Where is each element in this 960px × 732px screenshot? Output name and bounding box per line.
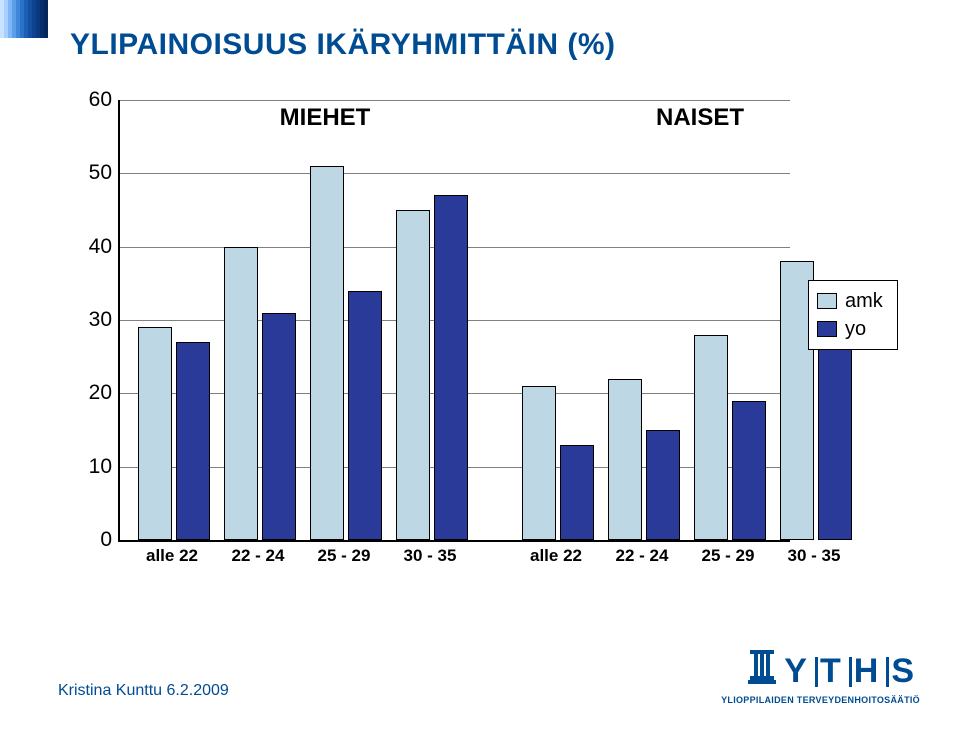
bar-yo bbox=[646, 430, 680, 540]
page-title: YLIPAINOISUUS IKÄRYHMITTÄIN (%) bbox=[70, 28, 616, 62]
bar-amk bbox=[522, 386, 556, 540]
bar-yo bbox=[348, 291, 382, 540]
plot-area: MIEHET NAISET bbox=[118, 100, 790, 542]
y-tick-label: 0 bbox=[72, 528, 112, 552]
bar-chart: MIEHET NAISET 0 10 20 30 40 50 60 alle 22 22 - 24… bbox=[70, 90, 790, 600]
legend: amk yo bbox=[808, 280, 898, 350]
legend-swatch bbox=[817, 293, 837, 309]
legend-item-amk: amk bbox=[817, 287, 889, 315]
legend-label: amk bbox=[845, 290, 883, 313]
bar-yo bbox=[818, 327, 852, 540]
y-tick-label: 30 bbox=[72, 308, 112, 332]
bar-yo bbox=[434, 195, 468, 540]
y-tick-label: 60 bbox=[72, 88, 112, 112]
legend-item-yo: yo bbox=[817, 315, 889, 343]
group-label-right: NAISET bbox=[620, 104, 780, 132]
logo-subtitle: YLIOPPILAIDEN TERVEYDENHOITOSÄÄTIÖ bbox=[600, 695, 920, 705]
bar-yo bbox=[262, 313, 296, 540]
bar-yo bbox=[560, 445, 594, 540]
x-tick-label: alle 22 bbox=[530, 546, 582, 566]
logo-letters: YTHS bbox=[748, 650, 920, 693]
header-accent-stripe bbox=[0, 0, 54, 38]
x-tick-label: 22 - 24 bbox=[616, 546, 669, 566]
y-tick-label: 20 bbox=[72, 381, 112, 405]
bar-yo bbox=[176, 342, 210, 540]
footer-author-date: Kristina Kunttu 6.2.2009 bbox=[58, 682, 229, 700]
x-tick-label: 25 - 29 bbox=[702, 546, 755, 566]
x-tick-label: alle 22 bbox=[146, 546, 198, 566]
x-tick-label: 25 - 29 bbox=[318, 546, 371, 566]
x-tick-label: 30 - 35 bbox=[788, 546, 841, 566]
bar-amk bbox=[138, 327, 172, 540]
pillar-icon bbox=[748, 650, 776, 693]
bar-yo bbox=[732, 401, 766, 540]
x-tick-label: 30 - 35 bbox=[404, 546, 457, 566]
yths-logo: YTHS YLIOPPILAIDEN TERVEYDENHOITOSÄÄTIÖ bbox=[600, 650, 920, 710]
bar-amk bbox=[224, 247, 258, 540]
x-tick-label: 22 - 24 bbox=[232, 546, 285, 566]
legend-label: yo bbox=[845, 318, 866, 341]
bar-amk bbox=[608, 379, 642, 540]
group-label-left: MIEHET bbox=[245, 104, 405, 132]
y-tick-label: 10 bbox=[72, 455, 112, 479]
bar-amk bbox=[310, 166, 344, 540]
y-tick-label: 50 bbox=[72, 161, 112, 185]
legend-swatch bbox=[817, 321, 837, 337]
bar-amk bbox=[694, 335, 728, 540]
y-tick-label: 40 bbox=[72, 235, 112, 259]
bar-amk bbox=[396, 210, 430, 540]
